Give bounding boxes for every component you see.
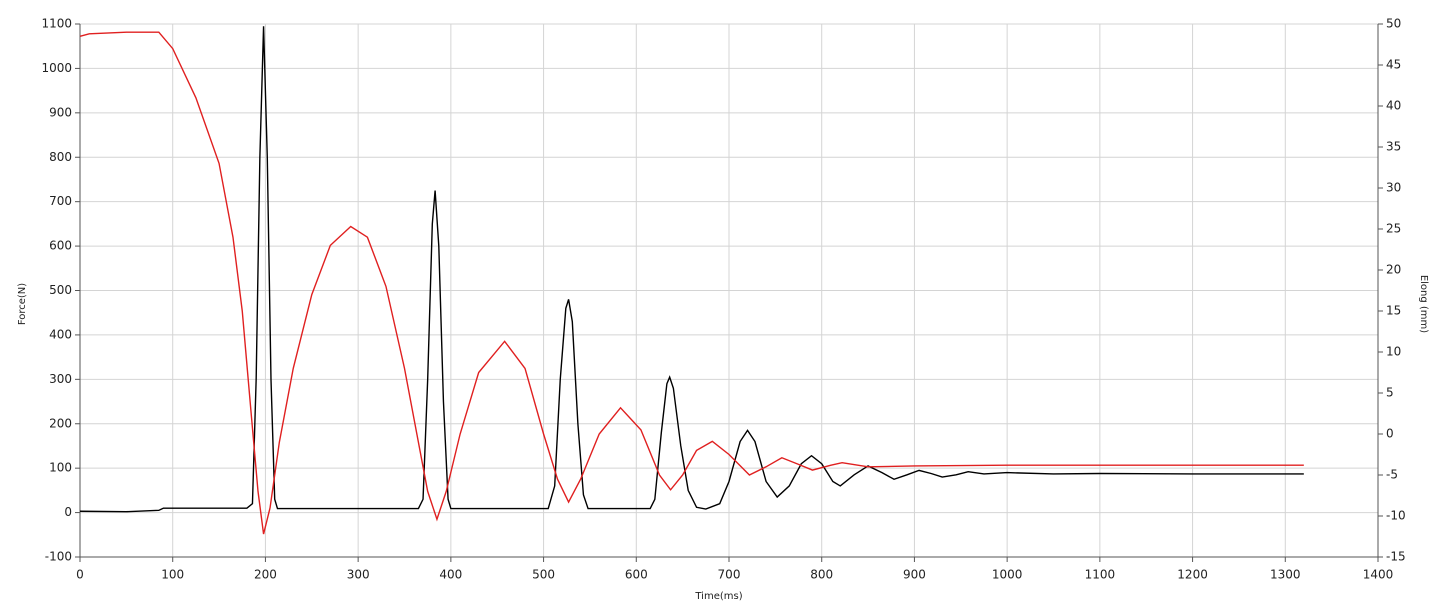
x-axis-label: Time(ms) xyxy=(694,591,742,602)
x-tick-label: 1400 xyxy=(1363,568,1394,582)
y2-tick-label: -5 xyxy=(1386,468,1398,482)
y-tick-label: 700 xyxy=(49,194,72,208)
x-tick-label: 200 xyxy=(254,568,277,582)
y-tick-label: 500 xyxy=(49,283,72,297)
y2-tick-label: 20 xyxy=(1386,263,1401,277)
y2-tick-label: 50 xyxy=(1386,17,1401,31)
y-tick-label: 1000 xyxy=(41,61,72,75)
x-tick-label: 500 xyxy=(532,568,555,582)
x-tick-label: 100 xyxy=(161,568,184,582)
y2-tick-label: -10 xyxy=(1386,509,1406,523)
x-tick-label: 300 xyxy=(347,568,370,582)
x-tick-label: 1000 xyxy=(992,568,1023,582)
x-tick-label: 900 xyxy=(903,568,926,582)
y-tick-label: -100 xyxy=(45,550,72,564)
y-tick-label: 300 xyxy=(49,372,72,386)
y2-tick-label: 25 xyxy=(1386,222,1401,236)
y-tick-label: 0 xyxy=(64,505,72,519)
data-line xyxy=(79,26,1304,513)
y-tick-label: 1100 xyxy=(41,17,72,31)
y2-tick-label: 10 xyxy=(1386,345,1401,359)
y2-tick-label: 45 xyxy=(1386,58,1401,72)
y2-tick-label: 0 xyxy=(1386,427,1394,441)
x-tick-label: 700 xyxy=(718,568,741,582)
y2-tick-label: 15 xyxy=(1386,304,1401,318)
y2-axis-label: Elong (mm) xyxy=(1418,275,1429,333)
y-tick-label: 900 xyxy=(49,105,72,119)
x-tick-label: 600 xyxy=(625,568,648,582)
x-tick-label: 800 xyxy=(810,568,833,582)
data-line xyxy=(79,31,1304,535)
y-tick-label: 800 xyxy=(49,150,72,164)
y-tick-label: 400 xyxy=(49,327,72,341)
y2-tick-label: 30 xyxy=(1386,181,1401,195)
x-tick-label: 0 xyxy=(76,568,84,582)
x-tick-label: 1200 xyxy=(1177,568,1208,582)
y-tick-label: 100 xyxy=(49,461,72,475)
y2-tick-label: 5 xyxy=(1386,386,1394,400)
x-tick-label: 1100 xyxy=(1085,568,1116,582)
y2-tick-label: 35 xyxy=(1386,140,1401,154)
x-tick-label: 400 xyxy=(439,568,462,582)
y-axis-label: Force(N) xyxy=(17,283,28,325)
y-tick-label: 600 xyxy=(49,239,72,253)
y-tick-label: 200 xyxy=(49,416,72,430)
x-tick-label: 1300 xyxy=(1270,568,1301,582)
y2-tick-label: 40 xyxy=(1386,99,1401,113)
y2-tick-label: -15 xyxy=(1386,550,1406,564)
